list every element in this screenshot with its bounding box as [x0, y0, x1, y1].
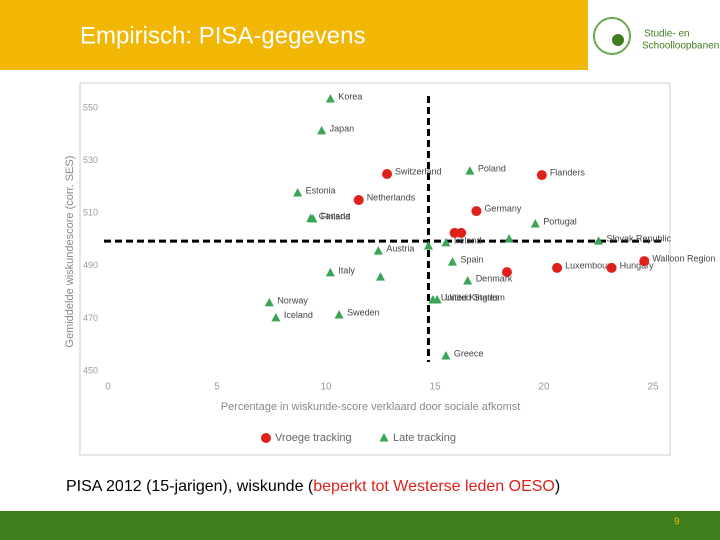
x-tick-label: 20	[538, 382, 550, 393]
point-label: Flanders	[550, 167, 586, 177]
point-label: Sweden	[347, 307, 380, 317]
point-label: Canada	[319, 211, 351, 221]
y-axis-label: Gemiddelde wiskundescore (corr. SES)	[64, 156, 76, 348]
point-label: Finland	[321, 211, 351, 221]
data-point	[501, 267, 512, 278]
legend-marker	[261, 433, 271, 443]
data-point	[376, 272, 385, 281]
point-label: United Kingdom	[441, 292, 505, 302]
point-label: Italy	[338, 265, 355, 275]
header-bar	[0, 0, 588, 70]
data-point	[382, 169, 393, 180]
point-label: Iceland	[284, 310, 313, 320]
data-point	[325, 94, 335, 103]
data-point	[264, 297, 274, 307]
logo-text: Schoolloopbanen	[642, 41, 719, 52]
point-label: Netherlands	[367, 192, 416, 202]
y-tick-label: 470	[83, 313, 98, 323]
y-tick-label: 550	[83, 102, 98, 112]
point-label: Hungary	[620, 260, 655, 270]
data-point	[441, 351, 451, 360]
data-point	[432, 294, 442, 304]
x-tick-label: 15	[429, 382, 441, 393]
data-point	[594, 236, 603, 245]
point-label: Switzerland	[395, 166, 442, 176]
x-axis-label: Percentage in wiskunde-score verklaard d…	[221, 401, 521, 413]
point-label: Denmark	[476, 273, 513, 283]
y-tick-label: 490	[83, 260, 98, 270]
logo-text: Studie- en	[644, 29, 690, 40]
data-point	[456, 227, 467, 238]
point-label: Austria	[386, 243, 414, 253]
data-point	[504, 233, 514, 243]
caption-highlight: beperkt tot Westerse leden OESO	[313, 478, 555, 495]
data-point	[293, 187, 303, 197]
slide-title: Empirisch: PISA-gegevens	[80, 22, 365, 49]
y-tick-label: 530	[83, 155, 98, 165]
point-label: Poland	[478, 163, 506, 173]
x-tick-label: 0	[105, 382, 111, 393]
logo-icon	[612, 34, 624, 46]
logo-icon	[593, 17, 631, 55]
point-label: Ireland	[454, 235, 482, 245]
legend-label: Vroege tracking	[275, 432, 352, 444]
data-point	[447, 257, 457, 266]
data-point	[353, 195, 364, 206]
data-point	[423, 241, 433, 250]
x-tick-label: 5	[214, 382, 220, 393]
point-label: Spain	[460, 254, 483, 264]
data-point	[373, 246, 383, 255]
data-point	[536, 170, 547, 181]
point-label: Korea	[338, 91, 362, 101]
point-label: Slovak Republic	[607, 233, 672, 243]
data-point	[471, 206, 482, 217]
point-label: Greece	[454, 348, 484, 358]
y-tick-label: 450	[83, 365, 98, 375]
x-tick-label: 25	[647, 382, 659, 393]
footer-bar	[0, 511, 720, 540]
y-tick-label: 510	[83, 208, 98, 218]
point-label: Portugal	[543, 216, 577, 226]
data-point	[317, 125, 327, 135]
data-point	[334, 309, 344, 319]
data-point	[530, 218, 540, 228]
data-point	[271, 312, 281, 322]
data-point	[639, 256, 650, 267]
data-point	[552, 262, 563, 273]
point-label: Luxembourg	[565, 260, 615, 270]
point-label: United States	[445, 292, 500, 302]
data-point	[306, 213, 316, 222]
data-point	[465, 166, 475, 175]
data-point	[463, 276, 473, 285]
caption-part: PISA 2012 (15-jarigen), wiskunde (	[66, 478, 314, 495]
page-number: 9	[674, 517, 680, 528]
caption: PISA 2012 (15-jarigen), wiskunde (beperk…	[66, 478, 560, 495]
chart-frame	[79, 82, 671, 456]
point-label: Norway	[277, 295, 308, 305]
data-point	[325, 267, 335, 277]
point-label: Japan	[330, 123, 355, 133]
legend-label: Late tracking	[393, 432, 456, 444]
data-point	[606, 262, 617, 273]
legend-marker	[379, 433, 389, 442]
point-label: Walloon Region	[652, 253, 715, 263]
data-point	[441, 237, 451, 247]
point-label: Estonia	[306, 185, 336, 195]
x-tick-label: 10	[320, 382, 332, 393]
caption-part: )	[555, 478, 560, 495]
point-label: Germany	[484, 203, 522, 213]
